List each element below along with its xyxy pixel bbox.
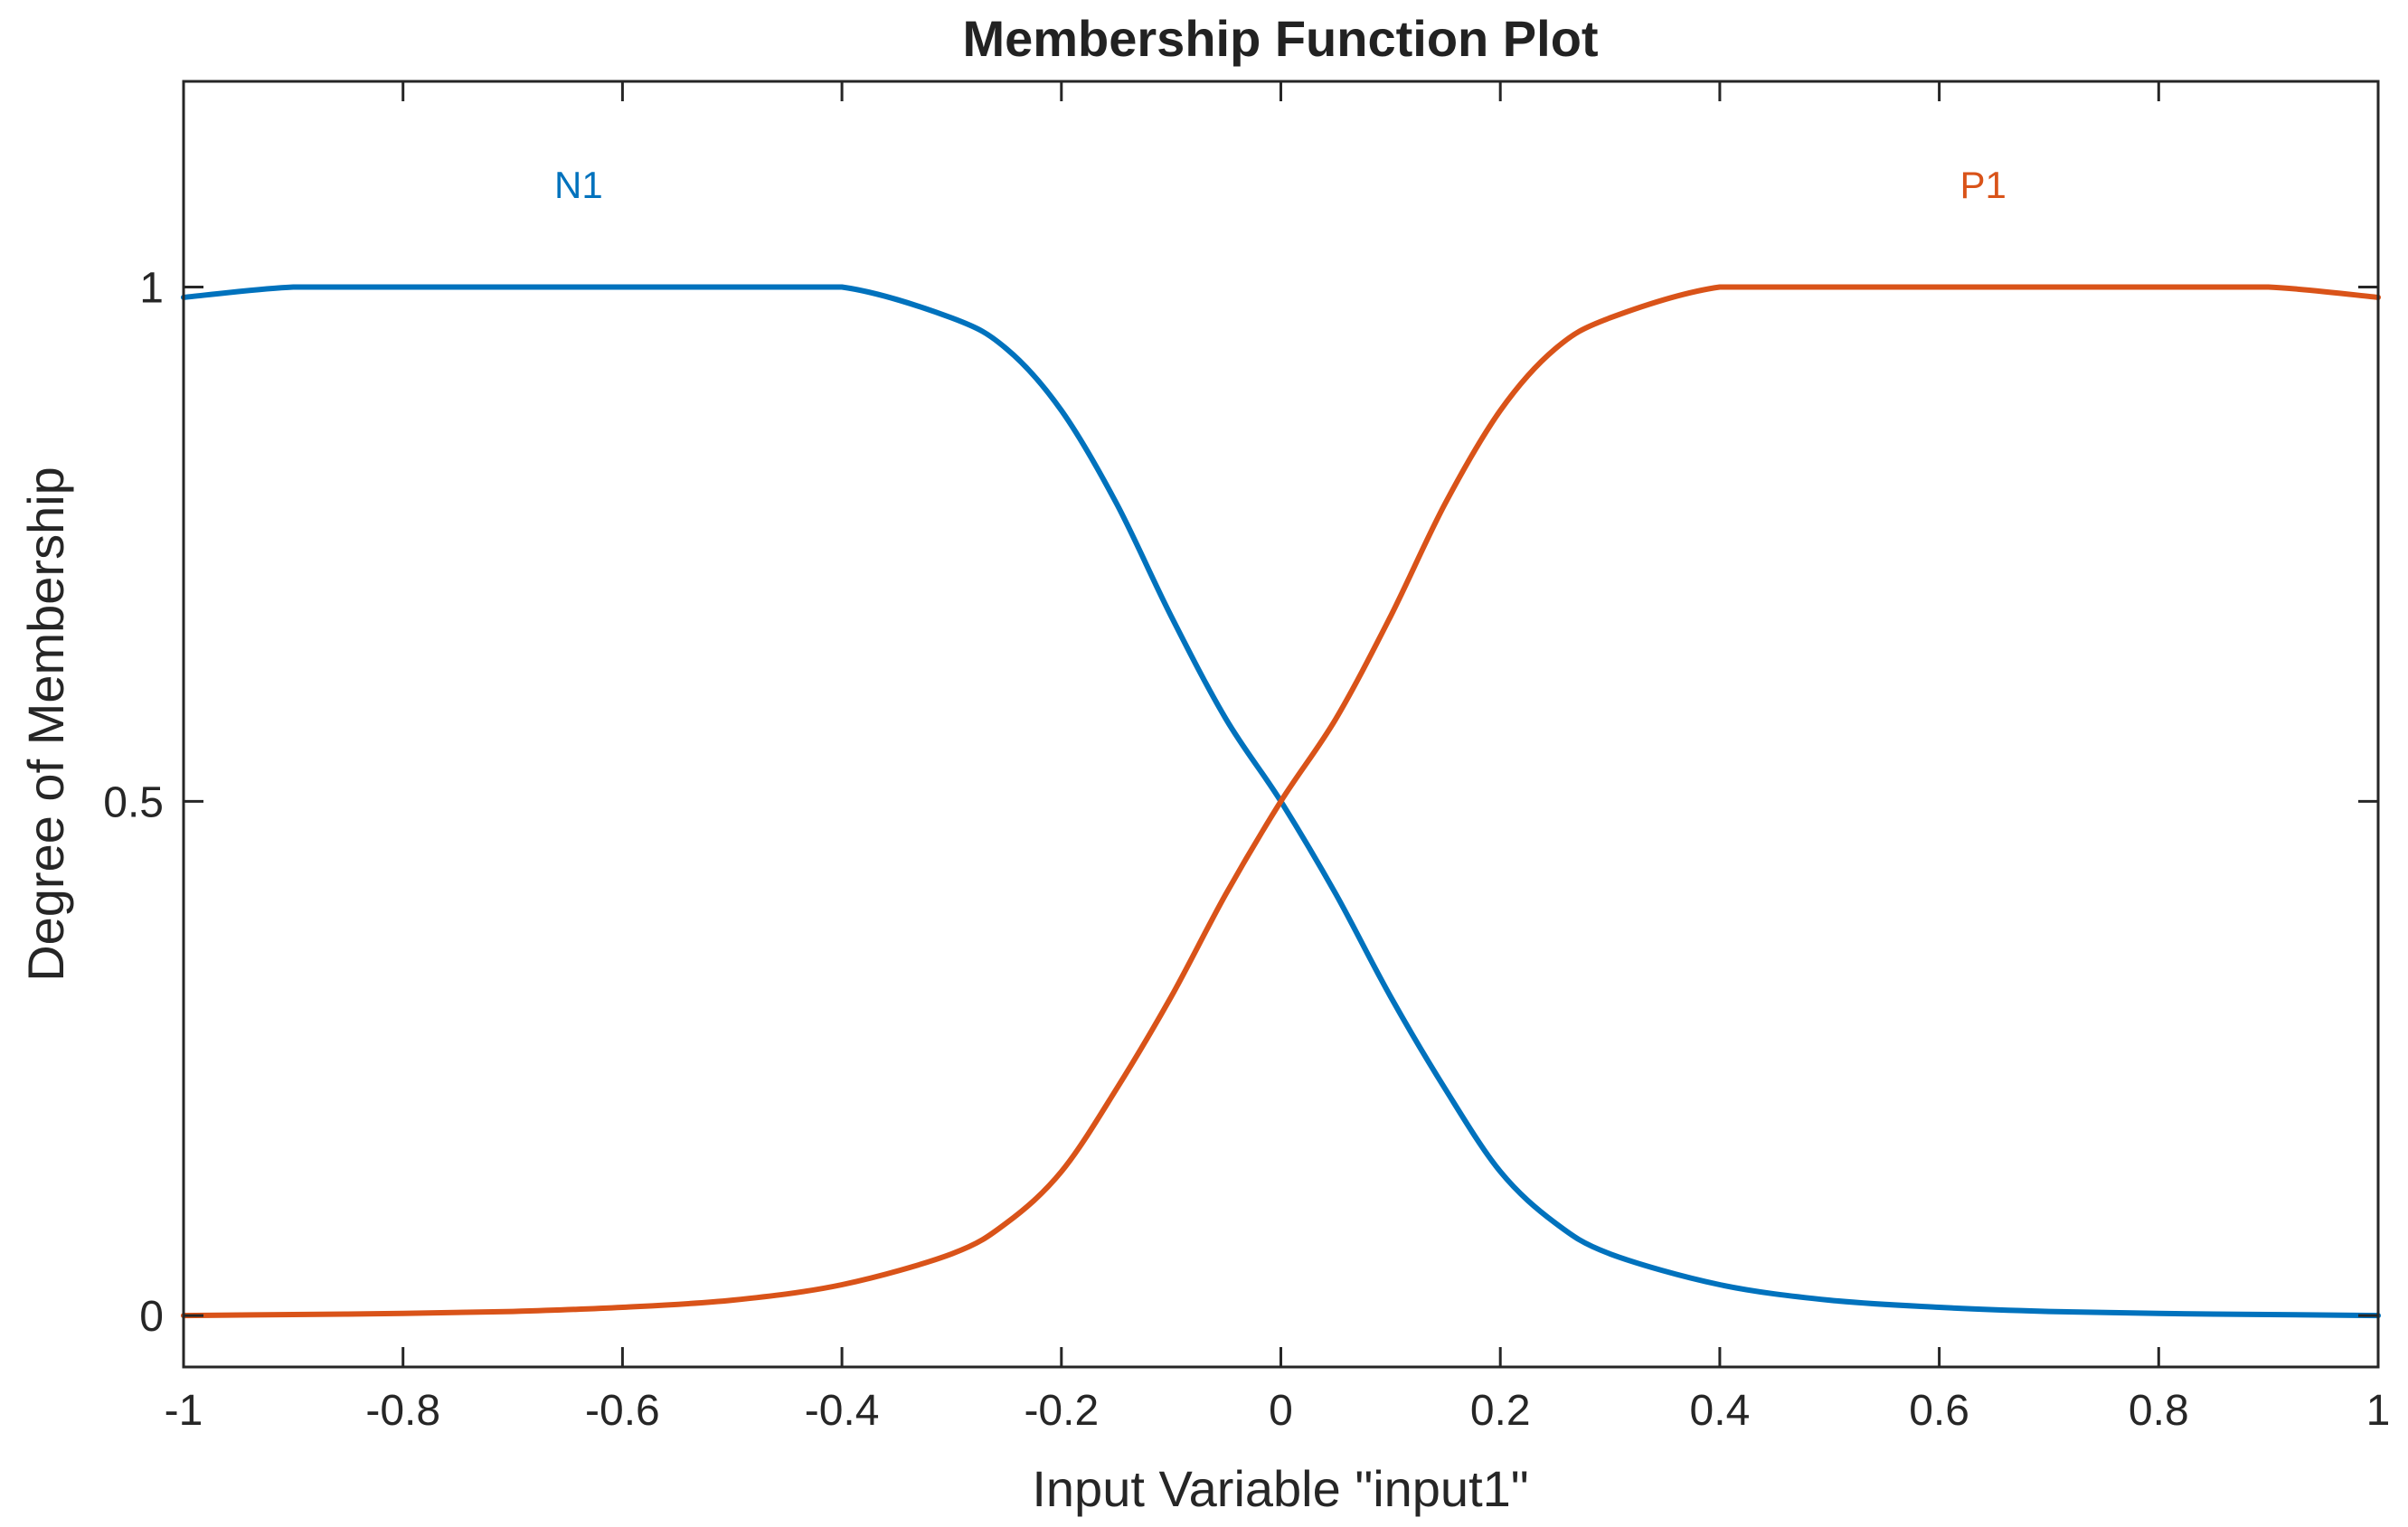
series-label-n1: N1 bbox=[554, 164, 603, 206]
x-tick-label: 0.8 bbox=[2129, 1387, 2189, 1435]
y-tick-label: 1 bbox=[139, 265, 164, 313]
y-tick-label: 0.5 bbox=[103, 778, 164, 826]
ticks-layer: -1 -0.8 -0.6 -0.4 -0.2 0 0.2 0.4 0.6 0.8 1 0 0.5 1 bbox=[103, 81, 2390, 1435]
plot-frame bbox=[182, 80, 2380, 1369]
x-tick-label: 0.6 bbox=[1909, 1387, 1969, 1435]
y-tick-label: 0 bbox=[139, 1293, 164, 1341]
x-tick-label: -1 bbox=[165, 1387, 203, 1435]
series-line-p1 bbox=[181, 284, 2381, 1319]
x-tick-label: 0.4 bbox=[1690, 1387, 1751, 1435]
x-axis-label: Input Variable "input1" bbox=[1032, 1460, 1528, 1517]
x-tick-label: -0.2 bbox=[1024, 1387, 1099, 1435]
series-label-p1: P1 bbox=[1959, 164, 2006, 206]
x-tick-label: -0.6 bbox=[585, 1387, 660, 1435]
x-tick-label: 1 bbox=[2366, 1387, 2391, 1435]
x-tick-label: 0.2 bbox=[1470, 1387, 1531, 1435]
x-tick-label: -0.8 bbox=[365, 1387, 440, 1435]
x-tick-label: 0 bbox=[1269, 1387, 1293, 1435]
y-axis-label: Degree of Membership bbox=[17, 467, 74, 982]
plot-background bbox=[184, 81, 2378, 1367]
chart-title: Membership Function Plot bbox=[962, 10, 1598, 67]
x-tick-label: -0.4 bbox=[805, 1387, 880, 1435]
series-layer: N1 P1 bbox=[181, 164, 2381, 1319]
